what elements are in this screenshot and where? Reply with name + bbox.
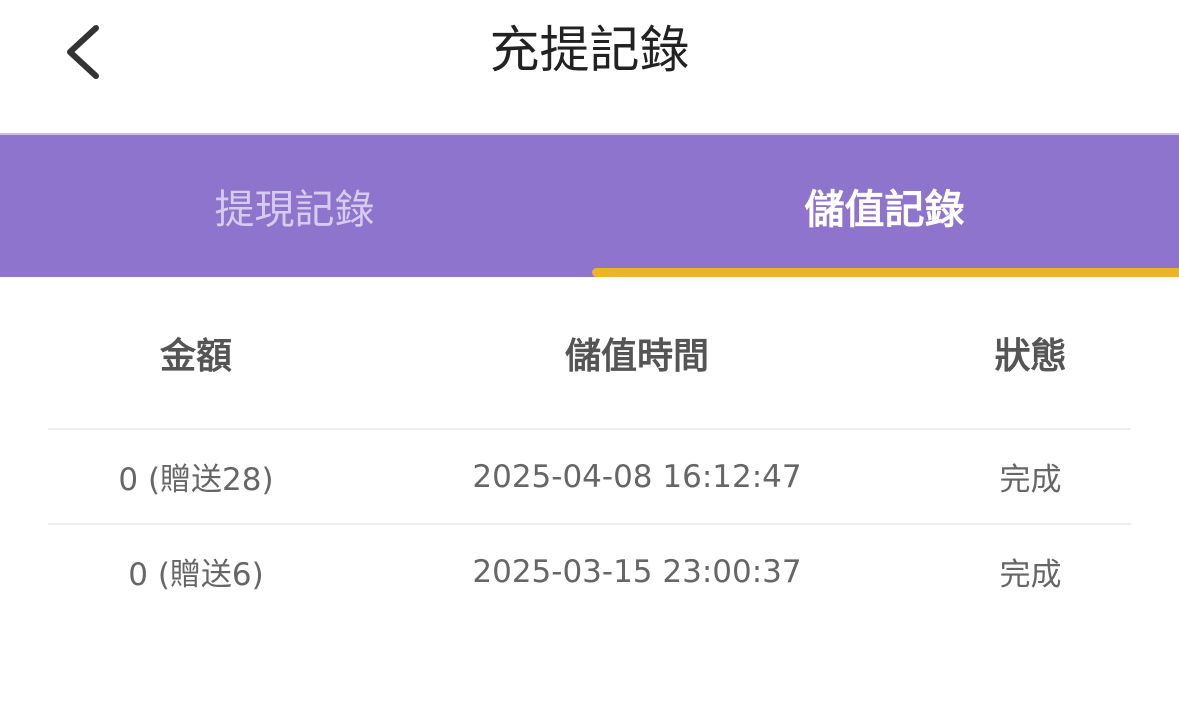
table-row: 0 (贈送6) 2025-03-15 23:00:37 完成 bbox=[48, 525, 1131, 618]
column-header-time: 儲值時間 bbox=[564, 335, 709, 377]
amount-cell: 0 (贈送28) bbox=[118, 462, 274, 498]
records-table: 金額 儲值時間 狀態 0 (贈送28) 2025-04-08 16:12:47 … bbox=[48, 277, 1131, 618]
back-button[interactable] bbox=[58, 22, 108, 82]
chevron-left-icon bbox=[67, 25, 99, 79]
column-header-status: 狀態 bbox=[994, 335, 1067, 377]
column-header-amount: 金額 bbox=[159, 335, 232, 377]
status-cell: 完成 bbox=[999, 557, 1062, 593]
tab-deposit-records[interactable]: 儲值記錄 bbox=[804, 187, 965, 233]
tab-withdrawal-records[interactable]: 提現記錄 bbox=[214, 187, 375, 233]
table-row: 0 (贈送28) 2025-04-08 16:12:47 完成 bbox=[48, 430, 1131, 525]
time-cell: 2025-04-08 16:12:47 bbox=[472, 458, 802, 495]
tab-bar: 提現記錄 儲值記錄 bbox=[0, 133, 1179, 277]
time-cell: 2025-03-15 23:00:37 bbox=[472, 553, 802, 590]
status-cell: 完成 bbox=[999, 462, 1062, 498]
active-tab-indicator bbox=[592, 268, 1179, 277]
top-bar: 充提記錄 bbox=[0, 0, 1179, 133]
table-header: 金額 儲值時間 狀態 bbox=[48, 277, 1131, 430]
amount-cell: 0 (贈送6) bbox=[128, 557, 264, 593]
page-title: 充提記錄 bbox=[489, 21, 690, 79]
